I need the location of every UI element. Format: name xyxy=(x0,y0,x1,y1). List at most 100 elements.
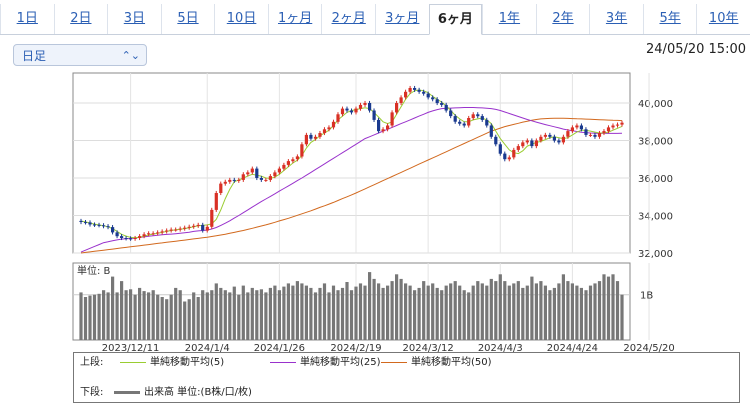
volume-bar xyxy=(363,285,367,340)
tab-8[interactable]: 6ヶ月 xyxy=(428,4,483,35)
candle-body xyxy=(88,222,92,225)
candle-body xyxy=(395,103,399,113)
candle-body xyxy=(593,134,597,137)
tab-7[interactable]: 3ヶ月 xyxy=(375,4,429,34)
legend-box: 上段: 単純移動平均(5) 単純移動平均(25) 単純移動平均(50) 下段: … xyxy=(73,352,740,403)
volume-bar xyxy=(485,285,489,340)
volume-bar xyxy=(156,294,160,340)
candle-body xyxy=(372,110,376,120)
candle-body xyxy=(413,88,417,90)
volume-bar xyxy=(431,283,435,340)
candle-body xyxy=(151,233,155,235)
candle-body xyxy=(498,144,502,154)
volume-bar xyxy=(390,281,394,340)
volume-bar xyxy=(534,283,538,340)
volume-bar xyxy=(349,290,354,340)
tab-0[interactable]: 1日 xyxy=(0,4,54,34)
volume-bar xyxy=(620,294,624,340)
tab-1[interactable]: 2日 xyxy=(53,4,108,34)
volume-bar xyxy=(358,283,363,340)
volume-bar xyxy=(561,274,565,340)
candle-body xyxy=(138,236,142,238)
candle-body xyxy=(363,103,367,105)
tab-2[interactable]: 3日 xyxy=(107,4,161,34)
candle-body xyxy=(386,125,390,130)
candle-body xyxy=(264,179,268,181)
volume-bar xyxy=(395,274,399,340)
volume-bar xyxy=(88,295,92,340)
volume-bar xyxy=(408,285,412,340)
price-tick-label: 34,000 xyxy=(638,212,673,223)
tab-13[interactable]: 10年 xyxy=(696,4,750,34)
candle-body xyxy=(102,225,106,227)
volume-bar xyxy=(300,283,304,340)
volume-bar xyxy=(106,292,110,340)
volume-bar xyxy=(286,283,290,340)
candle-body xyxy=(480,116,484,120)
tab-9[interactable]: 1年 xyxy=(482,4,536,34)
candle-body xyxy=(92,224,97,226)
volume-bar xyxy=(503,281,507,340)
x-tick-label: 2024/3/12 xyxy=(403,343,454,352)
tab-12[interactable]: 5年 xyxy=(642,4,697,34)
volume-bar xyxy=(480,283,484,340)
volume-bar xyxy=(467,292,471,340)
volume-bar xyxy=(228,292,232,340)
tab-5[interactable]: 1ヶ月 xyxy=(267,4,322,34)
candle-body xyxy=(435,99,439,104)
volume-bar xyxy=(183,301,187,340)
volume-bar xyxy=(318,287,322,340)
candle-body xyxy=(322,129,327,134)
candle-body xyxy=(83,222,88,224)
x-tick-label: 2024/1/26 xyxy=(254,343,305,352)
candle-body xyxy=(183,227,187,229)
candle-body xyxy=(331,121,336,128)
candle-body xyxy=(611,125,615,128)
tab-11[interactable]: 3年 xyxy=(589,4,643,34)
candle-body xyxy=(539,136,543,141)
volume-bar xyxy=(548,290,552,340)
candle-body xyxy=(462,123,466,126)
candle-body xyxy=(381,129,385,132)
volume-bar xyxy=(201,290,205,340)
volume-bar xyxy=(313,292,318,340)
tab-10[interactable]: 2年 xyxy=(535,4,590,34)
price-tick-label: 36,000 xyxy=(638,174,673,185)
legend-upper-label: 上段: xyxy=(80,357,104,368)
volume-bar xyxy=(237,294,241,340)
volume-bar xyxy=(327,292,331,340)
candle-body xyxy=(368,103,372,111)
legend-volume: 出来高 単位:(B株/口/枚) xyxy=(114,386,252,400)
candle-body xyxy=(129,238,133,240)
ma50-swatch xyxy=(381,361,407,363)
volume-bar xyxy=(192,292,196,340)
volume-bar xyxy=(521,287,525,340)
candle-body xyxy=(390,112,394,126)
candle-body xyxy=(507,157,511,160)
volume-bar xyxy=(404,283,408,340)
candle-body xyxy=(476,114,480,117)
candle-body xyxy=(259,178,263,180)
tab-4[interactable]: 10日 xyxy=(214,4,268,34)
volume-bar xyxy=(422,281,426,340)
candle-body xyxy=(525,140,529,143)
candle-body xyxy=(133,238,137,239)
ma25-line xyxy=(80,107,623,253)
legend-upper-row: 上段: 単純移動平均(5) 単純移動平均(25) 単純移動平均(50) xyxy=(74,356,739,370)
tab-3[interactable]: 5日 xyxy=(160,4,215,34)
candle-body xyxy=(210,209,214,227)
bar-period-select[interactable]: 日足 ⌃⌄ xyxy=(13,44,147,66)
legend-ma5: 単純移動平均(5) xyxy=(120,356,224,370)
candle-body xyxy=(453,116,457,122)
candle-body xyxy=(237,179,241,181)
tab-6[interactable]: 2ヶ月 xyxy=(321,4,375,34)
volume-bar xyxy=(264,292,268,340)
stock-chart: 40,000 38,000 36,000 34,000 32,000 2023/12/11… xyxy=(72,72,675,352)
candle-body xyxy=(561,136,565,143)
volume-bar xyxy=(120,281,124,340)
volume-bar xyxy=(498,274,502,340)
volume-bar xyxy=(440,290,444,340)
volume-bar xyxy=(111,276,115,340)
price-tick-label: 38,000 xyxy=(638,137,673,148)
candle-body xyxy=(268,176,272,180)
